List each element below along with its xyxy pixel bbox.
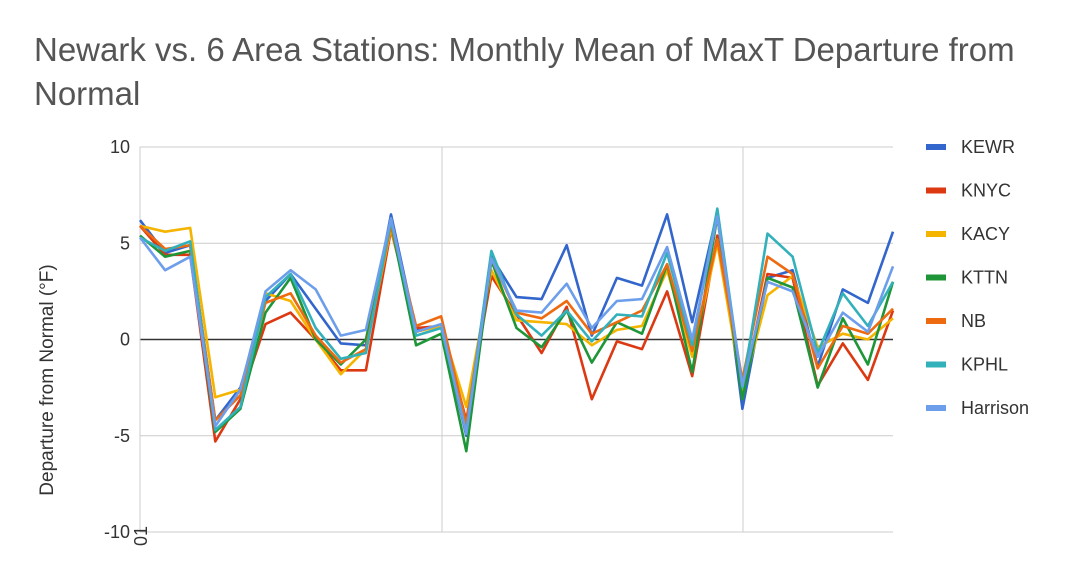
series-lines: [138, 207, 895, 453]
series-line-knyc: [139, 225, 895, 443]
x-axis-ticks: 01: [131, 526, 151, 546]
legend-swatch-kacy: [926, 231, 946, 237]
y-tick-label: 10: [110, 137, 130, 157]
x-tick-label: 01: [131, 526, 151, 546]
legend-swatch-kttn: [926, 274, 946, 281]
legend-label-knyc: KNYC: [961, 181, 1011, 201]
y-axis-title: Departure from Normal (°F): [37, 264, 58, 495]
series-line-kphl: [139, 207, 895, 434]
y-tick-label: -5: [114, 426, 130, 446]
legend-swatch-harrison: [926, 405, 946, 411]
legend: KEWR KNYC KACY KTTN NB KPHL Harrison: [926, 137, 1029, 418]
y-axis-ticks: 10 5 0 -5 -10: [104, 137, 130, 542]
y-tick-label: -10: [104, 522, 130, 542]
chart-title: Newark vs. 6 Area Stations: Monthly Mean…: [34, 31, 1015, 112]
legend-swatch-nb: [926, 318, 946, 324]
series-line-harrison: [138, 215, 895, 436]
legend-label-kacy: KACY: [961, 224, 1010, 244]
y-tick-label: 5: [120, 233, 130, 253]
legend-swatch-kphl: [926, 361, 946, 368]
legend-label-kphl: KPHL: [961, 355, 1008, 375]
legend-label-kewr: KEWR: [961, 137, 1015, 157]
series-line-kttn: [139, 215, 895, 453]
series-line-nb: [139, 222, 894, 426]
legend-label-harrison: Harrison: [961, 398, 1029, 418]
legend-swatch-kewr: [926, 144, 946, 150]
legend-swatch-knyc: [926, 187, 946, 194]
legend-label-kttn: KTTN: [961, 268, 1008, 288]
legend-label-nb: NB: [961, 311, 986, 331]
y-tick-label: 0: [120, 330, 130, 350]
